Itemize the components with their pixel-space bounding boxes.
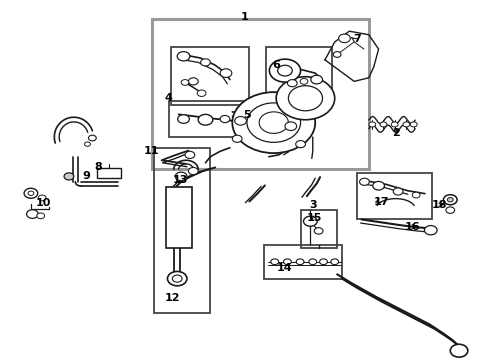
Bar — [356, 173, 431, 220]
Text: 7: 7 — [352, 35, 360, 44]
Circle shape — [372, 181, 384, 190]
Circle shape — [175, 172, 186, 181]
Bar — [300, 211, 336, 248]
Bar — [168, 101, 249, 137]
Bar — [154, 148, 210, 313]
Circle shape — [390, 122, 397, 127]
Circle shape — [330, 259, 338, 265]
Circle shape — [198, 114, 212, 125]
Circle shape — [288, 86, 322, 111]
Circle shape — [177, 51, 189, 61]
Circle shape — [300, 78, 307, 84]
Bar — [97, 168, 121, 178]
Circle shape — [220, 69, 231, 77]
Circle shape — [188, 78, 198, 85]
Circle shape — [220, 116, 229, 123]
Circle shape — [287, 80, 297, 87]
Circle shape — [319, 259, 327, 265]
Text: 4: 4 — [164, 93, 172, 103]
Circle shape — [24, 188, 38, 198]
Circle shape — [368, 122, 375, 127]
Circle shape — [232, 92, 315, 153]
Bar — [152, 19, 368, 169]
Circle shape — [314, 228, 323, 234]
Text: 11: 11 — [144, 146, 159, 156]
Circle shape — [402, 122, 409, 127]
Circle shape — [246, 103, 300, 142]
Circle shape — [259, 112, 288, 134]
Circle shape — [303, 216, 317, 226]
Circle shape — [270, 259, 278, 265]
Circle shape — [88, 135, 96, 141]
Circle shape — [188, 167, 198, 175]
Circle shape — [184, 151, 194, 158]
Text: 3: 3 — [308, 200, 316, 210]
Bar — [166, 187, 191, 248]
Circle shape — [232, 135, 242, 142]
Circle shape — [449, 344, 467, 357]
Circle shape — [445, 207, 454, 213]
Text: 2: 2 — [391, 129, 399, 138]
Circle shape — [310, 75, 322, 84]
Circle shape — [308, 259, 316, 265]
Text: 13: 13 — [172, 175, 187, 185]
Circle shape — [37, 213, 44, 219]
Circle shape — [295, 140, 305, 148]
Circle shape — [447, 198, 452, 202]
Circle shape — [392, 188, 402, 195]
Circle shape — [64, 173, 74, 180]
Circle shape — [84, 142, 90, 146]
Circle shape — [26, 210, 38, 219]
Circle shape — [424, 226, 436, 235]
Circle shape — [234, 117, 246, 125]
Circle shape — [276, 77, 334, 120]
Text: 18: 18 — [431, 200, 447, 210]
Circle shape — [379, 122, 386, 127]
Circle shape — [177, 115, 189, 123]
Text: 9: 9 — [82, 171, 90, 181]
Text: 8: 8 — [94, 162, 102, 172]
Circle shape — [28, 191, 34, 195]
Text: 5: 5 — [243, 111, 250, 121]
Text: 6: 6 — [272, 60, 280, 70]
Circle shape — [443, 195, 456, 205]
Circle shape — [181, 80, 188, 85]
Text: 1: 1 — [240, 12, 248, 22]
Text: 10: 10 — [36, 198, 51, 208]
Circle shape — [283, 259, 291, 265]
Bar — [264, 244, 341, 279]
Text: 15: 15 — [306, 213, 321, 222]
Circle shape — [409, 122, 416, 127]
Circle shape — [359, 178, 368, 185]
Circle shape — [277, 65, 292, 76]
Bar — [266, 47, 331, 94]
Bar — [171, 47, 249, 105]
Text: 16: 16 — [404, 222, 420, 232]
Circle shape — [167, 271, 186, 286]
Circle shape — [285, 122, 296, 131]
Circle shape — [411, 192, 419, 198]
Text: 17: 17 — [372, 197, 388, 207]
Circle shape — [200, 59, 210, 66]
Circle shape — [296, 259, 304, 265]
Text: 12: 12 — [164, 293, 180, 303]
Text: 14: 14 — [276, 263, 292, 273]
Circle shape — [338, 34, 349, 42]
Circle shape — [38, 195, 46, 201]
Circle shape — [269, 59, 300, 82]
Circle shape — [172, 275, 182, 282]
Circle shape — [197, 90, 205, 96]
Circle shape — [332, 51, 340, 57]
